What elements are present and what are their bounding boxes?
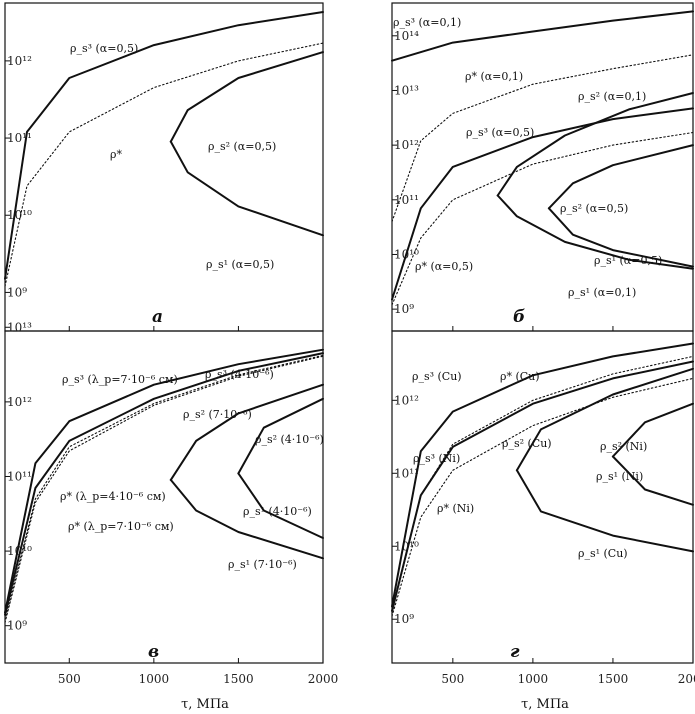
series-label: ρ_s³ (α=0,5) bbox=[466, 126, 534, 139]
series-label: ρ_s³ (Cu) bbox=[412, 370, 462, 383]
series-label: ρ_s¹ (7·10⁻⁶) bbox=[228, 558, 297, 571]
panel-g: 10⁹10¹⁰10¹¹10¹²500100015002000ρ_s³ (Cu)ρ… bbox=[391, 330, 695, 686]
x-tick-label: 1000 bbox=[518, 672, 549, 686]
series-line bbox=[391, 131, 694, 306]
series-line bbox=[169, 140, 324, 237]
y-tick-label: 10⁹ bbox=[7, 285, 27, 299]
series-line bbox=[496, 92, 694, 197]
series-label: ρ_s² (α=0,5) bbox=[208, 140, 276, 153]
series-label: ρ_s³ (α=0,1) bbox=[393, 16, 461, 29]
series-label: ρ_s³ (λ_p=7·10⁻⁶ см) bbox=[62, 373, 178, 386]
series-line bbox=[547, 207, 694, 268]
series-label: ρ_s¹ (α=0,5) bbox=[206, 258, 274, 271]
y-tick-label: 10⁹ bbox=[394, 302, 414, 316]
series-line bbox=[169, 383, 324, 481]
series-label: ρ_s² (4·10⁻⁶) bbox=[255, 433, 324, 446]
series-line bbox=[391, 54, 694, 223]
series-line bbox=[391, 360, 694, 612]
series-label: ρ_s¹ (4·10⁻⁶) bbox=[243, 505, 312, 518]
series-label: ρ_s¹ (Cu) bbox=[578, 547, 628, 560]
series-label: ρ* (Cu) bbox=[500, 370, 540, 383]
series-line bbox=[4, 11, 324, 280]
series-label: ρ_s³ (4·10⁻⁶) bbox=[205, 368, 274, 381]
y-tick-label: 10¹¹ bbox=[394, 466, 419, 480]
series-line bbox=[391, 377, 694, 617]
y-tick-label: 10¹¹ bbox=[394, 193, 419, 207]
series-label: ρ_s¹ (α=0,1) bbox=[568, 286, 636, 299]
y-tick-label: 10¹¹ bbox=[7, 469, 32, 483]
series-label: ρ_s² (7·10⁻⁶) bbox=[183, 408, 252, 421]
series-line bbox=[4, 348, 324, 614]
y-tick-label: 10¹³ bbox=[7, 320, 32, 334]
series-label: ρ* bbox=[110, 148, 122, 161]
series-label: ρ* (λ_p=4·10⁻⁶ см) bbox=[60, 490, 166, 503]
y-tick-label: 10¹³ bbox=[394, 83, 419, 97]
y-tick-label: 10¹¹ bbox=[7, 131, 32, 145]
y-tick-label: 10¹² bbox=[7, 54, 32, 68]
series-label: ρ_s² (Ni) bbox=[600, 440, 647, 453]
x-tick-label: 2000 bbox=[678, 672, 695, 686]
series-line bbox=[237, 397, 324, 475]
series-line bbox=[237, 472, 324, 539]
x-axis-title-right: τ, МПа bbox=[521, 697, 569, 712]
series-line bbox=[515, 469, 694, 553]
plot-frame bbox=[391, 2, 694, 332]
series-line bbox=[4, 355, 324, 624]
x-axis-title-left: τ, МПа bbox=[181, 697, 229, 712]
series-line bbox=[547, 144, 694, 210]
series-label: ρ_s² (Cu) bbox=[502, 437, 552, 450]
series-label: ρ_s¹ (Ni) bbox=[596, 470, 643, 483]
series-line bbox=[169, 51, 324, 143]
x-tick-label: 1000 bbox=[139, 672, 170, 686]
series-line bbox=[4, 354, 324, 621]
y-tick-label: 10¹² bbox=[394, 393, 419, 407]
y-tick-label: 10⁹ bbox=[7, 619, 27, 633]
series-label: ρ* (λ_p=7·10⁻⁶ см) bbox=[68, 520, 174, 533]
series-label: ρ_s² (α=0,5) bbox=[560, 202, 628, 215]
x-axis-titles: τ, МПа τ, МПа bbox=[181, 697, 569, 712]
series-label: ρ_s³ (Ni) bbox=[413, 452, 460, 465]
y-tick-label: 10¹⁴ bbox=[394, 29, 419, 43]
panel-tag: в bbox=[148, 642, 159, 662]
y-tick-label: 10¹² bbox=[394, 138, 419, 152]
x-tick-label: 500 bbox=[441, 672, 464, 686]
series-line bbox=[515, 367, 694, 472]
series-label: ρ* (Ni) bbox=[437, 502, 474, 515]
series-label: ρ* (α=0,5) bbox=[415, 260, 473, 273]
panel-tag: б bbox=[513, 307, 525, 327]
series-line bbox=[169, 478, 324, 560]
y-tick-label: 10⁹ bbox=[394, 612, 414, 626]
y-tick-label: 10¹² bbox=[7, 395, 32, 409]
x-tick-label: 2000 bbox=[308, 672, 339, 686]
plot-frame bbox=[391, 330, 694, 664]
series-line bbox=[4, 42, 324, 287]
series-line bbox=[4, 352, 324, 616]
series-line bbox=[391, 107, 694, 301]
series-line bbox=[391, 355, 694, 614]
x-tick-label: 500 bbox=[58, 672, 81, 686]
panel-tag: а bbox=[152, 307, 163, 327]
plot-frame bbox=[4, 330, 324, 664]
series-label: ρ_s² (α=0,1) bbox=[578, 90, 646, 103]
series-line bbox=[611, 455, 694, 506]
x-tick-label: 1500 bbox=[598, 672, 629, 686]
series-line bbox=[611, 402, 694, 458]
series-label: ρ_s¹ (α=0,5) bbox=[594, 254, 662, 267]
panel-tag: г bbox=[510, 642, 520, 662]
series-label: ρ* (α=0,1) bbox=[465, 70, 523, 83]
plot-frame bbox=[4, 2, 324, 332]
series-line bbox=[496, 194, 694, 270]
series-line bbox=[391, 342, 694, 608]
series-line bbox=[391, 10, 694, 62]
series-label: ρ_s³ (α=0,5) bbox=[70, 42, 138, 55]
x-tick-label: 1500 bbox=[223, 672, 254, 686]
